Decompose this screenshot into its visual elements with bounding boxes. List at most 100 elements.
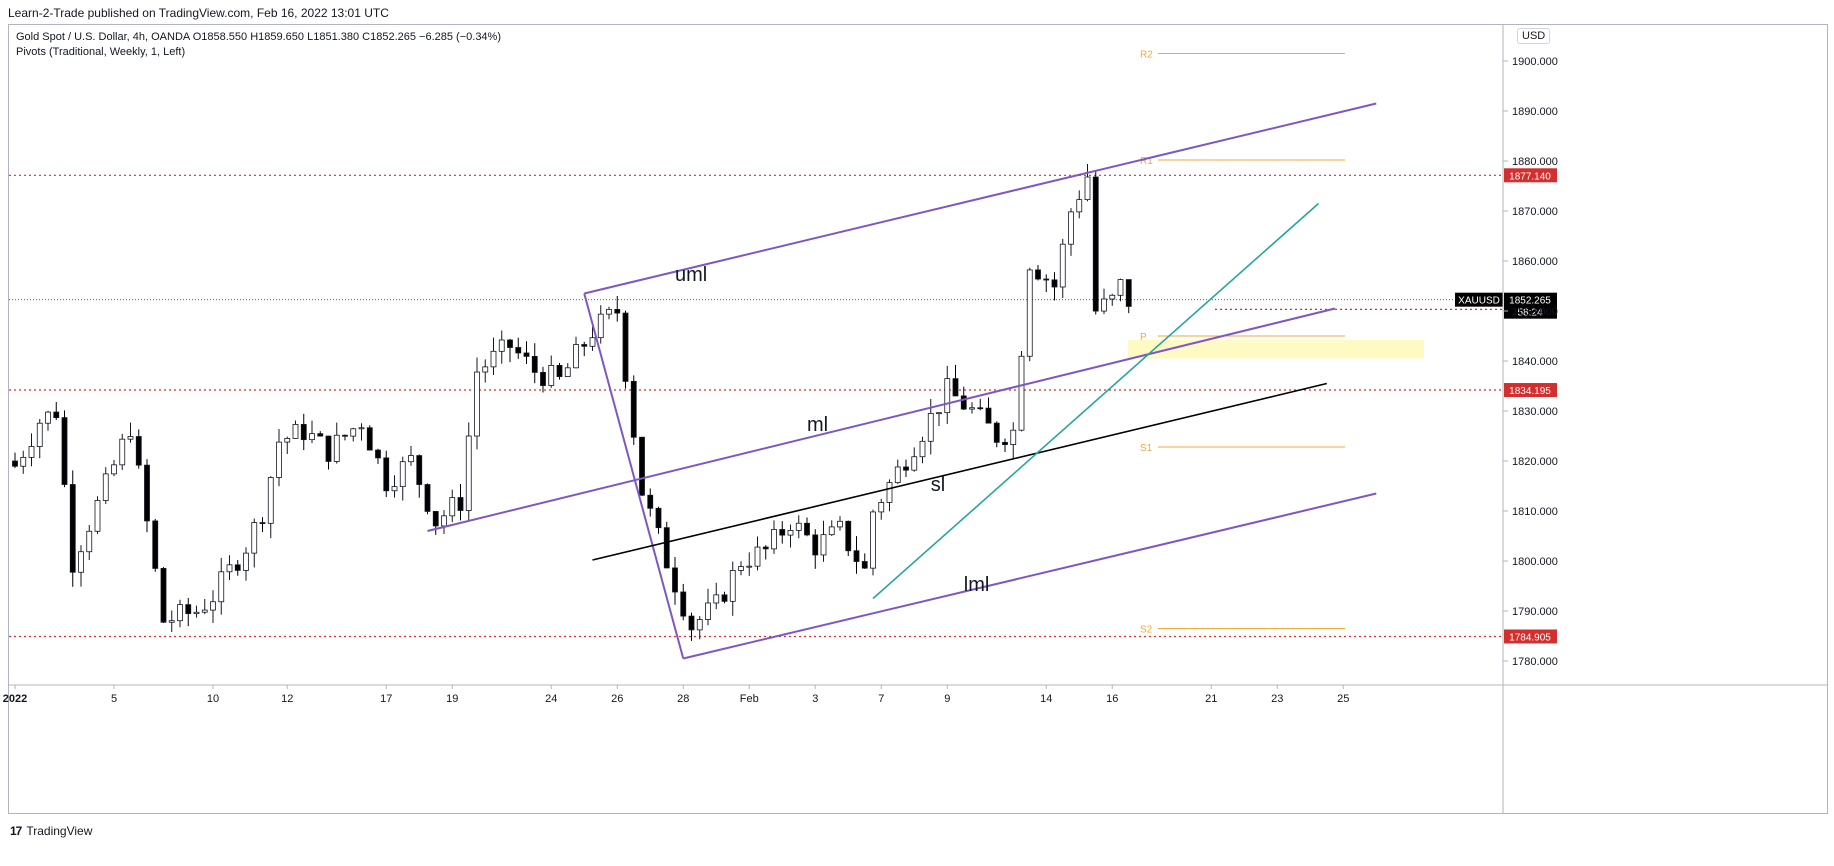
candle-body (28, 446, 35, 458)
line-annotation-ml: ml (807, 414, 828, 436)
candle-body (688, 615, 695, 631)
candle-body (515, 347, 522, 354)
candle-body (1026, 269, 1033, 357)
candle-body (952, 378, 959, 397)
candle-body (564, 367, 571, 377)
price-tick-label: 1790.000 (1512, 606, 1558, 618)
candle-body (597, 313, 604, 339)
axis-layer: 1780.000 1790.000 1800.000 1810.000 1820.000… (3, 25, 1827, 813)
candle-body (1002, 441, 1008, 445)
chart-frame[interactable] (8, 24, 1828, 814)
indicator-label[interactable]: Pivots (Traditional, Weekly, 1, Left) (16, 46, 186, 58)
time-tick-label: 17 (380, 693, 392, 705)
time-tick-label: 23 (1271, 693, 1283, 705)
time-tick-label: 9 (944, 693, 950, 705)
candle-body (358, 427, 365, 430)
level-layer: 1877.1401850.3201834.1951784.905XAUUSD18… (9, 168, 1557, 644)
candle-body (655, 507, 662, 529)
candle-body (581, 344, 588, 347)
candle-body (210, 601, 216, 611)
candle-body (729, 570, 736, 602)
pivot-label: R2 (1140, 50, 1153, 61)
candle-body (639, 436, 645, 496)
price-level-label: 1834.195 (1509, 386, 1551, 397)
candle-body (432, 511, 439, 527)
time-tick-label: 26 (611, 693, 623, 705)
pitchfork-lower-line (683, 492, 1377, 660)
pitchfork-handle-line (583, 293, 685, 659)
line-annotation-sl: sl (931, 474, 945, 496)
candle-body (144, 464, 150, 522)
time-tick-label: 7 (878, 693, 884, 705)
candle-body (1051, 279, 1058, 288)
time-tick-label: 25 (1337, 693, 1349, 705)
candle-body (812, 534, 819, 556)
candle-body (234, 564, 241, 571)
candle-body (523, 352, 530, 357)
candle-body (135, 436, 142, 466)
pitchfork-median-line (427, 307, 1336, 532)
candle-body (490, 350, 497, 368)
time-tick-label: 2022 (3, 693, 27, 705)
candle-body (548, 365, 555, 386)
candle-body (1043, 278, 1050, 281)
brand-name: TradingView (26, 824, 93, 838)
candle-body (325, 435, 332, 462)
last-price-badge (1504, 292, 1557, 319)
candle-body (828, 526, 835, 536)
time-tick-label: 19 (446, 693, 458, 705)
time-tick-label: 3 (812, 693, 818, 705)
candle-body (680, 591, 687, 617)
candle-body (795, 522, 802, 531)
candle-body (762, 546, 769, 550)
candle-body (540, 371, 546, 386)
candle-body (457, 497, 464, 511)
candle-body (69, 484, 76, 573)
candle-body (482, 366, 489, 373)
candle-body (375, 449, 381, 459)
candle-body (193, 611, 200, 615)
candle-body (292, 424, 299, 439)
symbol-title[interactable]: Gold Spot / U.S. Dollar, 4h, OANDA (16, 31, 190, 43)
candle-body (911, 456, 918, 471)
ohlc-close: C1852.265 (362, 31, 416, 43)
candle-body (1117, 279, 1124, 296)
candle-body (663, 527, 670, 569)
candle-body (168, 620, 175, 623)
candle-body (300, 424, 307, 441)
pivot-label: S1 (1140, 443, 1153, 454)
candle-body (408, 455, 414, 463)
symbol-badge (1455, 292, 1503, 307)
candle-body (127, 436, 134, 440)
symbol-badge-label: XAUUSD (1458, 296, 1500, 307)
price-tick-label: 1870.000 (1512, 206, 1558, 218)
candle-body (771, 529, 777, 550)
candle-body (927, 413, 934, 442)
candle-body (102, 473, 109, 501)
candle-body (1125, 279, 1132, 307)
price-tick-label: 1820.000 (1512, 456, 1558, 468)
candle-body (779, 529, 786, 536)
price-tick-label: 1840.000 (1512, 356, 1558, 368)
candle-body (201, 609, 208, 613)
currency-badge[interactable]: USD (1517, 28, 1551, 44)
candle-body (993, 422, 1000, 443)
candle-body (342, 434, 348, 437)
candle-body (333, 434, 340, 462)
publisher-credit: Learn-2-Trade published on TradingView.c… (8, 6, 389, 20)
candle-body (589, 337, 596, 347)
annotation-layer: uml ml sl lml (675, 264, 989, 596)
price-level-badge (1504, 168, 1557, 183)
bar-countdown-label: 58:24 (1517, 308, 1542, 319)
price-tick-label: 1780.000 (1512, 656, 1558, 668)
candle-body (713, 594, 720, 604)
candle-body (1068, 211, 1074, 245)
candle-body (622, 312, 629, 382)
time-tick-label: 28 (677, 693, 689, 705)
time-tick-label: Feb (740, 693, 759, 705)
chart-legend[interactable]: Gold Spot / U.S. Dollar, 4h, OANDA O1858… (16, 30, 501, 60)
candle-body (969, 407, 975, 410)
time-tick-label: 14 (1040, 693, 1052, 705)
drawing-layer (427, 102, 1377, 660)
